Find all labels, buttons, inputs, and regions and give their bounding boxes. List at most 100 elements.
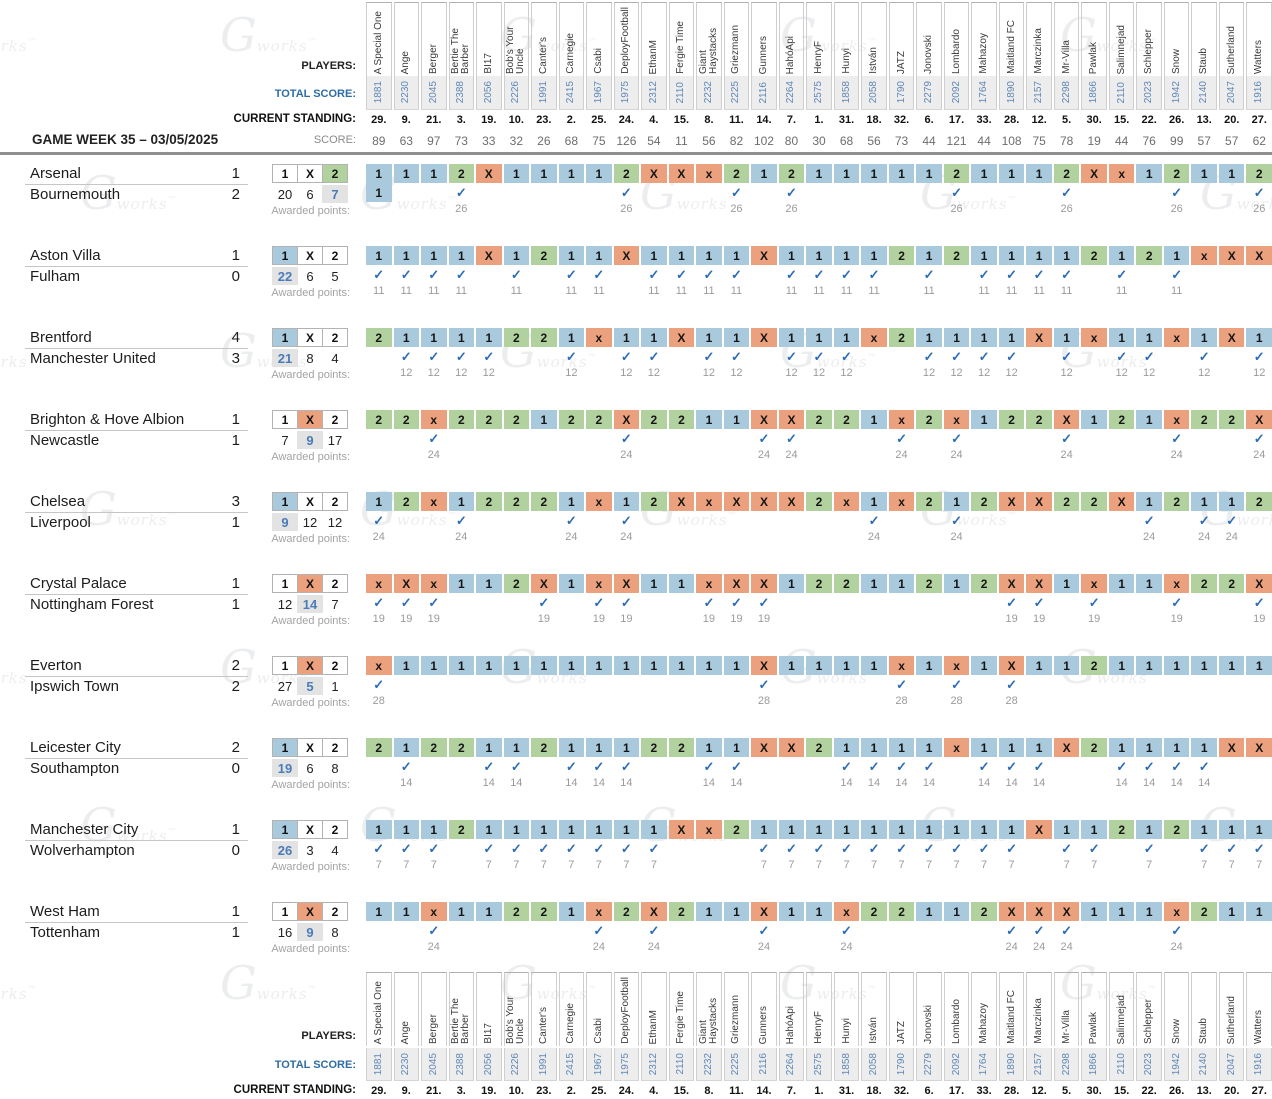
- awarded-points-value: 12: [482, 367, 495, 379]
- empty-points-cell: [1219, 941, 1245, 954]
- prediction-cell: 1: [1081, 410, 1107, 429]
- player-name: Watters: [1253, 1009, 1265, 1044]
- empty-check-cell: [724, 678, 750, 692]
- empty-points-cell: [366, 777, 392, 790]
- empty-check-cell: [861, 350, 887, 364]
- home-team-score: 1: [231, 575, 240, 592]
- prediction-cell: X: [1218, 738, 1245, 757]
- empty-check-cell: [366, 760, 392, 774]
- odds-counts: 27 5 1: [272, 677, 348, 695]
- player-total-cell: 1881: [366, 1048, 392, 1081]
- odds-header-cell-X: X: [297, 820, 323, 839]
- odds-header-cell-2: 2: [322, 328, 348, 347]
- prediction-cell: 1: [531, 164, 557, 183]
- empty-points-cell: [614, 285, 640, 298]
- match-block: Crystal Palace 1 Nottingham Forest 1 1 X 2 12 14…: [0, 574, 1272, 656]
- away-team-name: Bournemouth: [30, 186, 121, 203]
- empty-check-cell: [1054, 760, 1080, 774]
- player-name-cell: Mahazoy: [971, 972, 997, 1046]
- player-name: Marczinka: [1033, 28, 1045, 74]
- prediction-cell: 2: [1218, 410, 1245, 429]
- odds-header-cell-X: X: [297, 492, 323, 511]
- prediction-cell: x: [1081, 328, 1107, 347]
- player-standing: 17.: [948, 114, 965, 126]
- player-name-cell: BI17: [476, 972, 502, 1046]
- correct-checkmark: ✓: [400, 759, 412, 774]
- empty-points-cell: [1026, 859, 1052, 872]
- empty-points-cell: [999, 449, 1025, 462]
- player-total-cell: 1764: [971, 76, 997, 110]
- odds-header-cell-1: 1: [272, 574, 298, 593]
- watermark-tm: ™: [867, 353, 877, 364]
- prediction-cell: 1: [1136, 410, 1162, 429]
- prediction-cell: 2: [1108, 820, 1135, 839]
- empty-points-cell: [1219, 613, 1245, 626]
- correct-checkmark: ✓: [373, 595, 385, 610]
- empty-points-cell: [1081, 285, 1107, 298]
- odds-header-cell-2: 2: [322, 574, 348, 593]
- points-row: 24 24 24 24 24 24 24 24 24: [366, 941, 1272, 954]
- prediction-cell: 1: [998, 328, 1025, 347]
- empty-points-cell: [806, 613, 832, 626]
- player-standing: 1.: [814, 1085, 824, 1097]
- home-team-name: Arsenal: [30, 165, 81, 182]
- odds-count-cell: 12: [302, 514, 318, 530]
- correct-checkmark: ✓: [923, 349, 935, 364]
- correct-checkmark: ✓: [1253, 349, 1265, 364]
- empty-points-cell: [394, 203, 420, 216]
- empty-points-cell: [586, 695, 612, 708]
- prediction-cell: 1: [696, 410, 722, 429]
- empty-points-cell: [696, 203, 722, 216]
- player-standing: 13.: [1196, 1085, 1212, 1097]
- player-name: Mahazoy: [978, 33, 990, 74]
- player-total-score: 1858: [840, 81, 852, 104]
- watermark-text: works: [536, 985, 588, 1003]
- correct-checkmark: ✓: [730, 267, 742, 282]
- empty-points-cell: [476, 941, 502, 954]
- prediction-cell: 1: [943, 574, 970, 593]
- player-standing: 22.: [1141, 114, 1157, 126]
- prediction-cell: X: [613, 410, 640, 429]
- awarded-points-value: 24: [427, 449, 440, 461]
- prediction-cell: 1: [476, 902, 502, 921]
- awarded-points-value: 11: [593, 285, 605, 297]
- player-name: Giant Haystacks: [697, 997, 719, 1044]
- home-team-score: 1: [231, 903, 240, 920]
- player-total-score: 2058: [868, 81, 880, 104]
- away-team-score: 1: [231, 596, 240, 613]
- prediction-cell: 1: [806, 328, 832, 347]
- prediction-cell: 1: [503, 820, 530, 839]
- player-name-cell: Sutherland: [1218, 2, 1245, 76]
- odds-count-cell: 16: [277, 924, 293, 940]
- empty-check-cell: [889, 186, 915, 200]
- player-total-cell: 2110: [1108, 1048, 1135, 1081]
- correct-checkmark: ✓: [1198, 759, 1210, 774]
- player-total-score: 2116: [757, 81, 769, 104]
- prediction-cell: 1: [998, 820, 1025, 839]
- match-block: Brighton & Hove Albion 1 Newcastle 1 1 X 2 7 9 17…: [0, 410, 1272, 492]
- prediction-cell: 1: [503, 738, 530, 757]
- away-team-name: Ipswich Town: [30, 678, 119, 695]
- prediction-cell: X: [1246, 246, 1272, 265]
- player-name: István: [868, 1017, 880, 1044]
- prediction-cell: 1: [1108, 738, 1135, 757]
- awarded-points-value: 26: [620, 203, 633, 215]
- empty-check-cell: [889, 596, 915, 610]
- awarded-points-value: 11: [675, 285, 688, 297]
- empty-check-cell: [1164, 514, 1190, 528]
- player-total-cell: 1866: [1081, 76, 1107, 110]
- empty-points-cell: [971, 695, 997, 708]
- empty-points-cell: [394, 941, 420, 954]
- player-standing: 7.: [786, 114, 797, 126]
- player-total-score: 1916: [1253, 1052, 1265, 1076]
- player-name-cell: Gunners: [751, 972, 777, 1046]
- awarded-points-value: 19: [702, 613, 716, 625]
- player-week-score: 73: [454, 134, 468, 148]
- empty-points-cell: [944, 777, 970, 790]
- player-total-score: 2045: [427, 1052, 439, 1076]
- empty-points-cell: [559, 941, 585, 954]
- empty-points-cell: [531, 367, 557, 380]
- prediction-cell: 1: [1026, 164, 1052, 183]
- watermark-tm: ™: [1147, 353, 1157, 364]
